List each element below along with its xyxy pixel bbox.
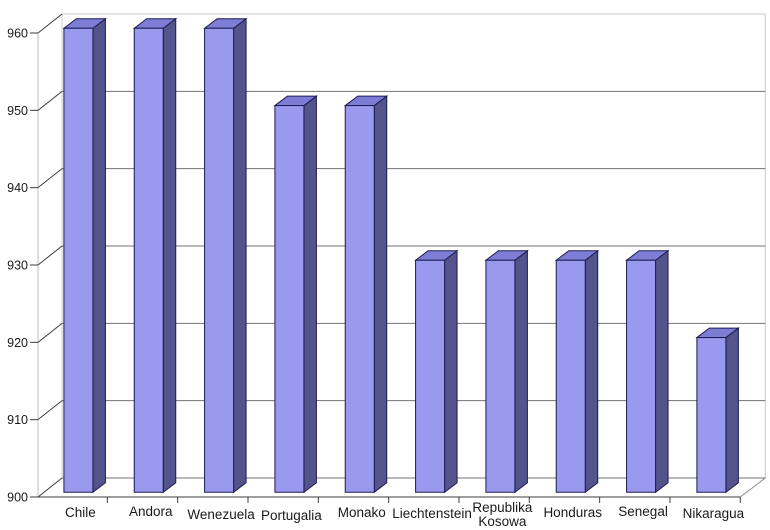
bar-side-face [514,249,528,494]
y-tick-label: 920 [7,336,28,350]
y-tick-label: 910 [7,413,28,427]
bar-side-face [584,249,599,494]
y-tick-connector [37,477,63,498]
y-tick-label: 940 [7,181,28,195]
x-axis-label: Portugalia [261,508,322,523]
bar-front-face [133,27,164,493]
bar-side-face [303,95,317,494]
y-tick-label: 900 [7,491,28,505]
x-axis-label: Chile [65,505,96,520]
bar-monako [343,95,389,494]
bar-front-face [415,259,446,493]
y-tick-label: 960 [7,27,28,41]
bar-nikaragua [695,327,740,494]
y-tick-label: 930 [7,259,28,273]
x-axis-label: Honduras [543,505,602,520]
bar-side-face [162,17,177,494]
x-axis-label: Monako [338,505,386,520]
x-axis-label-line: Republika [472,500,533,515]
y-tick-connector [37,168,63,189]
bar-side-face [444,249,458,494]
bar-side-face [233,17,247,494]
bar-front-face [696,337,727,493]
x-axis-label: Republika Kosowa [472,500,533,529]
x-axis-label: Liechtenstein [392,506,472,521]
bar-front-face [555,259,586,493]
bar-front-face [344,105,375,493]
y-tick-label: 950 [7,104,28,118]
bar-front-face [63,27,94,493]
bar-andora [132,17,178,494]
y-tick-connector [37,400,63,421]
x-axis-label-line: Kosowa [478,514,527,529]
bar-senegal [625,249,670,494]
x-axis-label: Senegal [618,504,668,519]
y-tick-connector [37,322,63,343]
bar-front-face [485,259,516,493]
bar-side-face [725,327,739,494]
bar-front-face [626,259,657,493]
bar-wenezuela [203,17,248,494]
floor-right-edge [739,477,766,498]
bar-chile [62,17,107,494]
x-axis-label: Wenezuela [187,507,255,522]
y-tick-connector [37,90,63,111]
y-tick-connector [37,13,63,34]
bar-side-face [373,95,388,494]
bar-portugalia [273,95,318,494]
bar-front-face [204,27,235,493]
y-tick-connector [37,245,63,266]
x-axis-label: Andora [129,504,173,519]
bar-honduras [554,249,600,494]
bar-front-face [274,105,305,493]
bar-side-face [655,249,669,494]
bar-republika-kosowa [484,249,529,494]
x-axis-label: Nikaragua [683,506,745,521]
bar-liechtenstein [414,249,459,494]
bar-side-face [92,17,106,494]
